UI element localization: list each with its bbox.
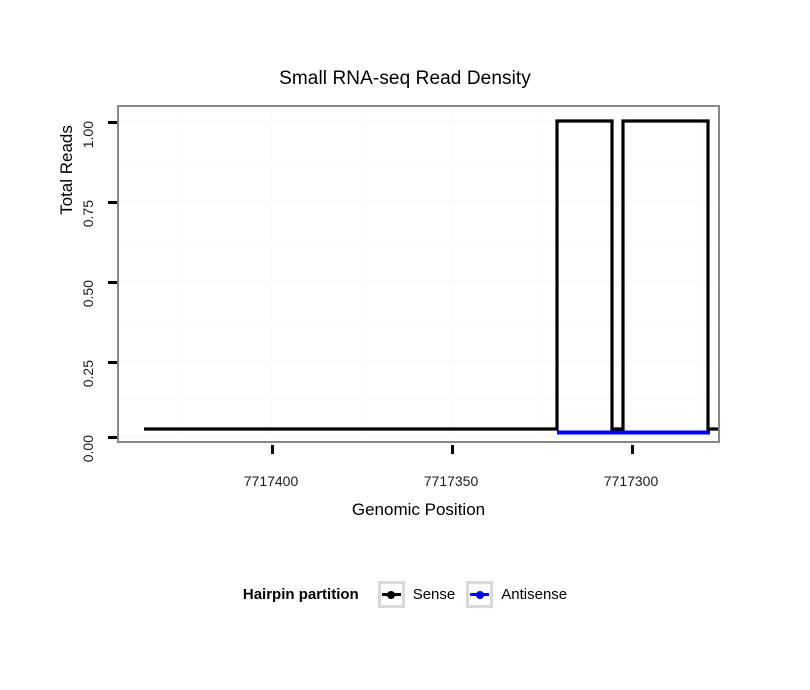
gridline-y-000 xyxy=(119,436,718,437)
gridline-x-7717400 xyxy=(271,107,272,441)
y-tick-mark-025 xyxy=(108,361,117,364)
y-tick-label-075: 0.75 xyxy=(80,200,96,228)
plot-area xyxy=(119,107,718,441)
gridline-y-100 xyxy=(119,121,718,122)
gridline-y-minor-1 xyxy=(119,161,718,162)
x-tick-label-7717300: 7717300 xyxy=(603,473,659,489)
gridline-y-050 xyxy=(119,281,718,282)
series-sense-line xyxy=(144,119,718,431)
gridline-y-025 xyxy=(119,361,718,362)
series-lines xyxy=(144,119,718,435)
legend-item-sense[interactable]: Sense xyxy=(377,581,456,608)
chart-title: Small RNA-seq Read Density xyxy=(279,68,531,89)
gridline-y-075 xyxy=(119,201,718,202)
gridline-y-minor-4 xyxy=(119,399,718,400)
line-point-key-icon-antisense xyxy=(466,581,494,608)
y-tick-mark-000 xyxy=(108,436,117,439)
y-tick-mark-075 xyxy=(108,201,117,204)
gridline-x-minor-1 xyxy=(181,107,182,441)
x-tick-mark-7717300 xyxy=(631,445,634,454)
x-tick-label-7717400: 7717400 xyxy=(243,473,299,489)
y-axis-title: Total Reads xyxy=(57,125,76,215)
x-tick-mark-7717350 xyxy=(451,445,454,454)
legend-label-sense: Sense xyxy=(412,586,456,603)
x-axis-title: Genomic Position xyxy=(351,500,486,519)
gridline-y-minor-2 xyxy=(119,241,718,242)
gridline-x-7717350 xyxy=(451,107,452,441)
line-point-key-icon-sense xyxy=(377,581,405,608)
legend-item-antisense[interactable]: Antisense xyxy=(466,581,567,608)
y-tick-label-000: 0.00 xyxy=(80,435,96,463)
gridline-x-minor-4 xyxy=(697,107,698,441)
plot-panel xyxy=(108,105,720,454)
y-tick-mark-050 xyxy=(108,281,117,284)
gridline-y-minor-3 xyxy=(119,321,718,322)
gridline-x-7717300 xyxy=(631,107,632,441)
y-tick-label-050: 0.50 xyxy=(80,280,96,308)
gridline-x-minor-2 xyxy=(361,107,362,441)
gridline-x-minor-3 xyxy=(541,107,542,441)
y-tick-mark-100 xyxy=(108,121,117,124)
x-tick-label-7717350: 7717350 xyxy=(423,473,479,489)
x-tick-mark-7717400 xyxy=(271,445,274,454)
legend-label-antisense: Antisense xyxy=(501,586,568,603)
legend: Hairpin partition Sense Antisense xyxy=(0,581,810,608)
legend-title: Hairpin partition xyxy=(242,586,359,603)
